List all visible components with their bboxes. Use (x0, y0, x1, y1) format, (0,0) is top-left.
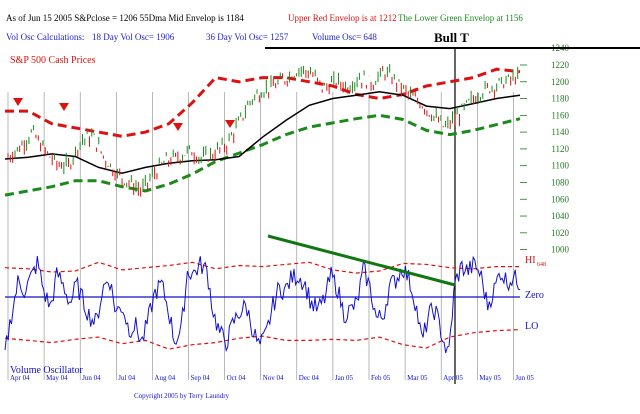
sp500-label: S&P 500 Cash Prices (10, 55, 96, 66)
x-tick-label: Aug 04 (154, 374, 175, 382)
y-tick-label: 1080 (551, 177, 570, 187)
header-upper-envelop: Upper Red Envelop is at 1212 (288, 13, 397, 23)
lo-label: LO (525, 321, 539, 332)
x-tick-label: Jun 04 (82, 374, 101, 382)
month-gridlines (7, 92, 514, 380)
lower-green-envelop (4, 113, 521, 197)
mid-envelop-55dma (4, 91, 521, 174)
x-tick-label: May 05 (479, 374, 501, 382)
x-tick-label: Jan 05 (335, 374, 354, 382)
volume-oscillator-panel (4, 234, 521, 354)
y-tick-label: 1200 (551, 77, 570, 87)
x-tick-label: Oct 04 (227, 374, 246, 382)
vol-osc-18: 18 Day Vol Osc= 1906 (92, 32, 175, 42)
x-tick-label: Apr 05 (443, 374, 463, 382)
sell-signal-marker (13, 98, 23, 106)
zero-label: Zero (525, 290, 544, 301)
y-tick-label: 1160 (551, 110, 569, 120)
y-tick-label: 1000 (551, 245, 570, 255)
price-axis: 1000 1020 1040 1060 1080 1100 1120 1140 1160 1180… (265, 43, 640, 384)
x-tick-label: Apr 04 (10, 374, 30, 382)
hi-label: HI (525, 255, 536, 266)
y-tick-label: 1060 (551, 194, 570, 204)
volume-oscillator-line (4, 255, 521, 354)
y-tick-label: 1120 (551, 144, 569, 154)
bull-t-label: Bull T (434, 30, 469, 45)
y-tick-label: 1140 (551, 127, 569, 137)
y-tick-label: 1020 (551, 228, 570, 238)
sell-signal-marker (173, 123, 183, 131)
x-tick-label: Sep 04 (191, 374, 211, 382)
copyright: Copyright 2005 by Terry Laundry (134, 392, 230, 400)
month-labels: Apr 04 May 04 Jun 04 Jul 04 Aug 04 Sep 04 Oct … (10, 374, 534, 382)
x-tick-label: Dec 04 (299, 374, 320, 382)
x-tick-label: Mar 05 (407, 374, 428, 382)
header-info: As of Jun 15 2005 S&Pclose = 1206 55Dma … (6, 13, 244, 23)
header-lower-envelop: The Lower Green Envelop at 1156 (398, 13, 523, 23)
hi-value: 648 (537, 262, 546, 268)
chart-series (4, 63, 521, 197)
x-tick-label: Nov 04 (263, 374, 284, 382)
upper-red-envelop (5, 67, 521, 138)
vol-osc-trendline (267, 234, 456, 287)
vol-osc-lo-band (4, 329, 521, 350)
x-tick-label: Feb 05 (371, 374, 391, 382)
y-tick-label: 1100 (551, 161, 569, 171)
x-tick-label: Jun 05 (515, 374, 534, 382)
vol-calc-label: Vol Osc Calculations: (6, 32, 85, 42)
x-tick-label: Jul 04 (118, 374, 135, 382)
vol-osc-volume: Volume Osc= 648 (312, 32, 377, 42)
y-tick-label: 1180 (551, 94, 569, 104)
y-tick-label: 1220 (551, 60, 570, 70)
y-tick-label: 1040 (551, 211, 570, 221)
volume-oscillator-label: Volume Oscillator (10, 365, 83, 376)
vol-osc-36: 36 Day Vol Osc= 1257 (206, 32, 289, 42)
sell-signal-marker (59, 103, 69, 111)
sell-signal-marker (225, 120, 235, 128)
x-tick-label: May 04 (46, 374, 68, 382)
vol-osc-hi-band (4, 261, 520, 274)
